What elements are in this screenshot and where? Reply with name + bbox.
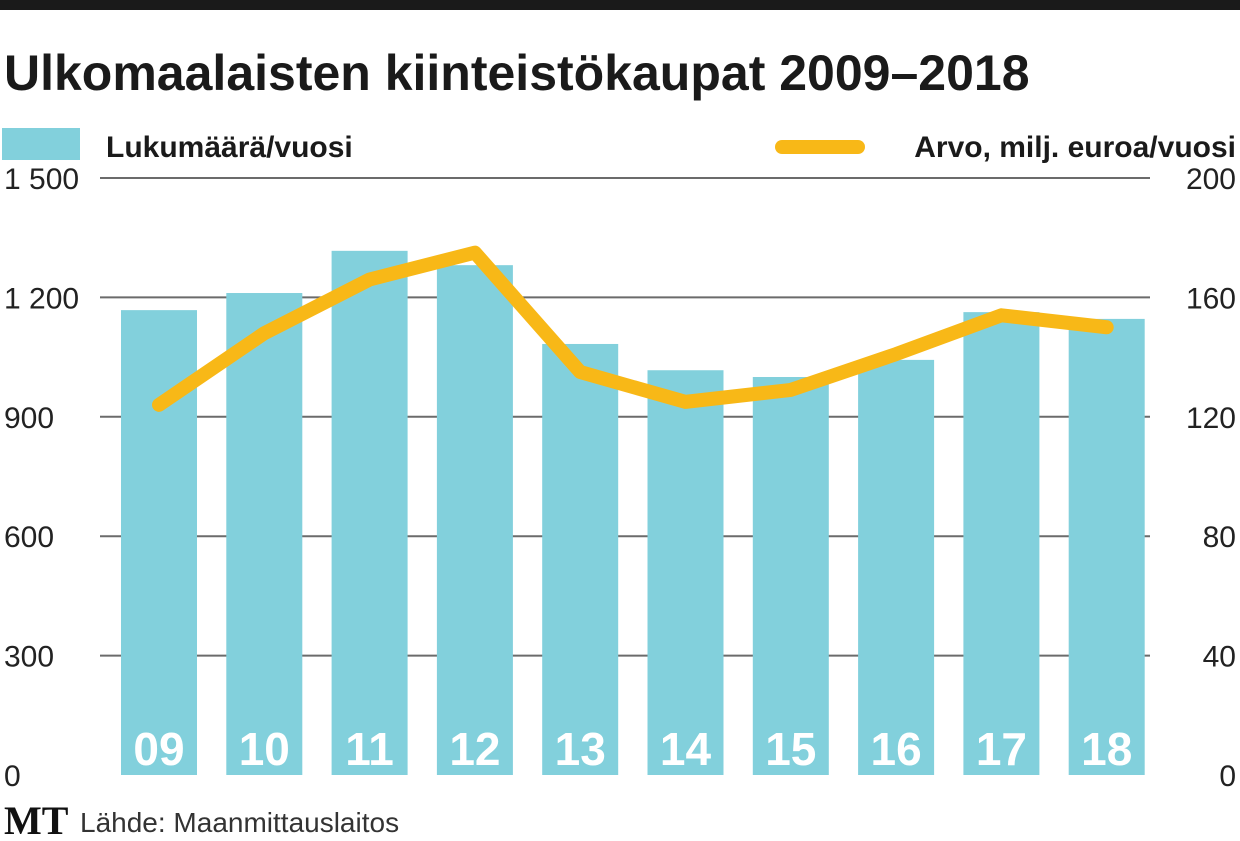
bar <box>331 250 408 776</box>
bar <box>858 359 935 775</box>
right-tick-label: 120 <box>1186 402 1236 435</box>
category-label: 16 <box>871 723 922 775</box>
legend-bar-swatch <box>2 128 80 160</box>
left-tick-label: 1 200 <box>4 282 79 315</box>
value-line <box>152 245 1114 412</box>
top-rule <box>0 0 1240 10</box>
category-label: 13 <box>555 723 606 775</box>
bar <box>963 312 1040 775</box>
category-label: 11 <box>345 723 394 775</box>
category-label: 10 <box>239 723 290 775</box>
bar <box>542 343 619 775</box>
category-label: 12 <box>449 723 500 775</box>
left-tick-label: 300 <box>4 641 54 674</box>
left-tick-label: 1 500 <box>4 163 79 196</box>
source-text: Lähde: Maanmittauslaitos <box>80 807 399 838</box>
mt-logo: MT <box>4 798 69 841</box>
legend-bar-label: Lukumäärä/vuosi <box>106 131 353 164</box>
right-tick-label: 0 <box>1219 760 1236 793</box>
left-tick-label: 900 <box>4 402 54 435</box>
legend-line-label: Arvo, milj. euroa/vuosi <box>914 131 1236 164</box>
right-tick-label: 200 <box>1186 163 1236 196</box>
left-tick-label: 0 <box>4 760 21 793</box>
right-tick-label: 160 <box>1186 282 1236 315</box>
bar <box>226 293 303 775</box>
bar <box>436 265 513 775</box>
bar <box>647 370 724 775</box>
category-label: 14 <box>660 723 712 775</box>
right-tick-label: 80 <box>1203 521 1236 554</box>
category-label: 15 <box>765 723 816 775</box>
bar <box>752 377 829 775</box>
category-label: 09 <box>133 723 184 775</box>
category-label: 17 <box>976 723 1027 775</box>
legend: Lukumäärä/vuosi Arvo, milj. euroa/vuosi <box>2 128 1236 164</box>
chart-title: Ulkomaalaisten kiinteistökaupat 2009–201… <box>4 45 1030 101</box>
category-label: 18 <box>1081 723 1132 775</box>
left-tick-label: 600 <box>4 521 54 554</box>
right-tick-label: 40 <box>1203 641 1236 674</box>
bar <box>1068 318 1145 775</box>
